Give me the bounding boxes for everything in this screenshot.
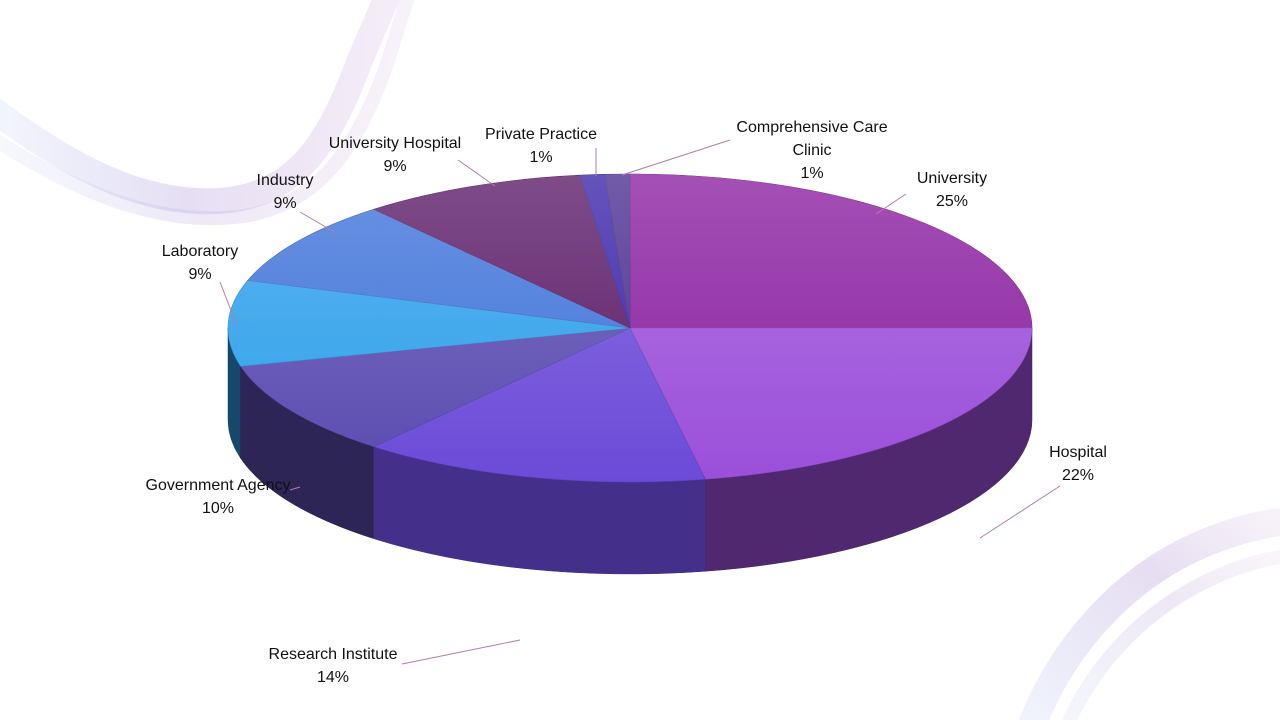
- leader-line-university: [875, 193, 907, 215]
- data-label-hospital: Hospital 22%: [1049, 444, 1107, 484]
- leader-line-laboratory: [219, 281, 238, 327]
- data-label-value-private-practice: 1%: [529, 149, 552, 166]
- leader-line-comprehensive-care-clinic: [621, 139, 731, 176]
- leader-line-industry: [299, 211, 337, 234]
- data-label-comprehensive-care-clinic: Comprehensive Care Clinic 1%: [736, 119, 887, 182]
- data-label-university: University 25%: [917, 170, 987, 210]
- data-label-name-laboratory: Laboratory: [162, 243, 239, 260]
- data-label-name-research-institute: Research Institute: [269, 646, 398, 663]
- leader-line-government-agency: [289, 486, 301, 491]
- data-label-university-hospital: University Hospital 9%: [329, 135, 461, 175]
- data-label-name-university: University: [917, 170, 987, 187]
- leader-lines: [219, 139, 1061, 665]
- leader-line-hospital: [979, 485, 1061, 539]
- leader-line-university-hospital: [457, 159, 496, 187]
- data-label-name-industry: Industry: [257, 172, 314, 189]
- data-label-value-hospital: 22%: [1062, 467, 1094, 484]
- data-label-value-research-institute: 14%: [317, 669, 349, 686]
- data-label-government-agency: Government Agency 10%: [146, 477, 291, 517]
- data-label-value-university: 25%: [936, 193, 968, 210]
- data-label-value-industry: 9%: [273, 195, 296, 212]
- data-label-name-university-hospital: University Hospital: [329, 135, 461, 152]
- data-labels: University 25% Hospital 22% Research Institu…: [146, 119, 1107, 686]
- data-label-laboratory: Laboratory 9%: [162, 243, 239, 283]
- data-label-value-government-agency: 10%: [202, 500, 234, 517]
- leader-line-research-institute: [401, 639, 521, 665]
- pie-sheen-overlay: [228, 174, 1032, 482]
- data-label-name-hospital: Hospital: [1049, 444, 1107, 461]
- data-label-name-private-practice: Private Practice: [485, 126, 597, 143]
- pie-side-walls: [227, 327, 1033, 575]
- data-label-value-comprehensive-care-clinic: 1%: [800, 165, 823, 182]
- data-label-value-university-hospital: 9%: [383, 158, 406, 175]
- data-label-private-practice: Private Practice 1%: [485, 126, 597, 166]
- data-label-name-comprehensive-care-clinic-line-1: Comprehensive Care: [736, 119, 887, 136]
- data-label-research-institute: Research Institute 14%: [269, 646, 398, 686]
- pie-top-highlight: [228, 174, 1032, 482]
- data-label-name-government-agency: Government Agency: [146, 477, 291, 494]
- data-label-name-comprehensive-care-clinic-line-2: Clinic: [792, 142, 831, 159]
- data-label-value-laboratory: 9%: [188, 266, 211, 283]
- data-label-industry: Industry 9%: [257, 172, 314, 212]
